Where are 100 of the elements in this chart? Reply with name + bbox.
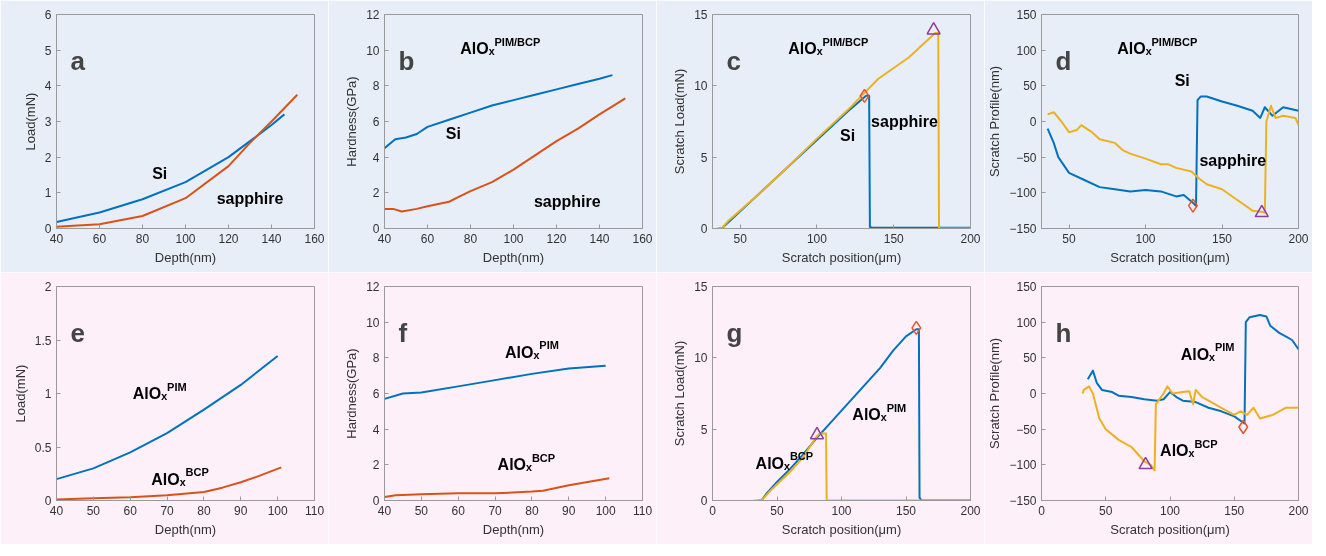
x-tick-label: 80 <box>463 231 478 246</box>
text: d <box>1055 45 1072 76</box>
y-axis-title: Load(mN) <box>22 92 38 151</box>
x-tick-label: 100 <box>175 231 196 246</box>
y-tick-label: 10 <box>694 351 708 366</box>
x-tick-label: 50 <box>1062 231 1077 246</box>
x-tick-label: 150 <box>883 231 905 246</box>
x-tick-label: 50 <box>1099 503 1113 518</box>
y-axis-title: Hardness(GPa) <box>344 348 360 439</box>
y-tick-label: 150 <box>1016 280 1037 294</box>
x-tick-label: 100 <box>1135 231 1156 246</box>
text: c <box>726 45 741 76</box>
x-tick-label: 70 <box>488 503 503 518</box>
x-tick-label: 200 <box>1288 231 1309 246</box>
series-label: Si <box>840 127 856 145</box>
y-tick-label: 8 <box>372 79 380 94</box>
series-label: sapphire <box>871 113 938 130</box>
x-axis-title: Scratch position(μm) <box>1110 521 1230 537</box>
y-tick-label: 0 <box>372 494 380 508</box>
x-tick-label: 90 <box>234 503 248 518</box>
x-tick-label: 80 <box>135 231 150 246</box>
y-tick-label: 2 <box>372 186 380 201</box>
y-tick-label: 0 <box>44 494 52 508</box>
x-tick-label: 80 <box>197 503 211 518</box>
x-tick-label: 100 <box>831 503 852 518</box>
x-tick-label: 60 <box>420 231 435 246</box>
y-tick-label: 1.5 <box>34 333 52 348</box>
y-tick-label: 6 <box>44 8 52 22</box>
y-tick-label: 50 <box>1023 351 1037 366</box>
y-tick-label: 10 <box>694 79 708 94</box>
x-tick-label: 100 <box>267 503 288 518</box>
y-tick-label: 4 <box>44 79 52 94</box>
y-tick-label: −150 <box>1009 494 1037 508</box>
x-tick-label: 120 <box>218 231 239 246</box>
y-axis-title: Scratch Profile(nm) <box>987 65 1003 178</box>
y-tick-label: 0 <box>1029 115 1037 129</box>
y-tick-label: −50 <box>1016 422 1037 437</box>
x-axis-title: Depth(nm) <box>482 521 545 537</box>
y-tick-label: 1 <box>44 186 52 201</box>
text: h <box>1055 317 1072 348</box>
y-tick-label: 5 <box>700 150 708 165</box>
y-tick-label: 150 <box>1016 8 1037 22</box>
y-tick-label: 4 <box>372 150 380 165</box>
y-tick-label: 0 <box>1029 387 1037 401</box>
y-tick-label: 10 <box>366 43 380 58</box>
series-label: Si <box>152 164 168 182</box>
y-tick-label: 2 <box>44 280 52 294</box>
x-axis-title: Scratch position(μm) <box>1110 249 1230 265</box>
y-tick-label: 100 <box>1016 43 1037 58</box>
x-tick-label: 160 <box>304 231 325 246</box>
x-tick-label: 70 <box>160 503 175 518</box>
y-tick-label: 4 <box>372 422 380 437</box>
text: e <box>70 317 85 348</box>
y-tick-label: 0.5 <box>34 440 52 455</box>
x-tick-label: 50 <box>414 503 429 518</box>
x-tick-label: 100 <box>595 503 616 518</box>
x-axis-title: Scratch position(μm) <box>781 521 902 537</box>
y-tick-label: 100 <box>1016 315 1037 330</box>
y-tick-label: 0 <box>700 494 708 508</box>
y-axis-title: Hardness(GPa) <box>344 76 360 167</box>
y-tick-label: 15 <box>694 8 708 22</box>
y-axis-title: Scratch Profile(nm) <box>987 337 1003 450</box>
y-axis-title: Scratch Load(mN) <box>672 68 688 175</box>
y-tick-label: 5 <box>700 422 708 437</box>
x-tick-label: 160 <box>632 231 653 246</box>
x-tick-label: 150 <box>895 503 917 518</box>
x-tick-label: 50 <box>86 503 101 518</box>
y-tick-label: 10 <box>366 315 380 330</box>
y-tick-label: −100 <box>1009 186 1037 201</box>
y-tick-label: 12 <box>366 280 380 294</box>
x-tick-label: 110 <box>632 503 653 518</box>
y-axis-title: Scratch Load(mN) <box>672 340 688 447</box>
text: a <box>70 45 86 76</box>
x-tick-label: 60 <box>123 503 138 518</box>
x-tick-label: 150 <box>1224 503 1245 518</box>
series-label: Si <box>445 125 461 143</box>
y-tick-label: 50 <box>1023 79 1037 94</box>
x-tick-label: 100 <box>503 231 524 246</box>
x-axis-title: Depth(nm) <box>154 249 217 265</box>
y-tick-label: 15 <box>694 280 708 294</box>
x-tick-label: 50 <box>770 503 784 518</box>
x-tick-label: 100 <box>1159 503 1181 518</box>
y-tick-label: 5 <box>44 43 52 58</box>
x-tick-label: 90 <box>562 503 576 518</box>
x-tick-label: 150 <box>1212 231 1233 246</box>
x-tick-label: 100 <box>806 231 828 246</box>
text: b <box>398 45 415 76</box>
x-tick-label: 60 <box>451 503 466 518</box>
series-label: sapphire <box>533 193 601 211</box>
x-tick-label: 120 <box>546 231 567 246</box>
text: g <box>726 317 743 348</box>
x-tick-label: 200 <box>960 231 981 246</box>
x-tick-label: 50 <box>733 231 748 246</box>
x-tick-label: 110 <box>304 503 325 518</box>
x-tick-label: 200 <box>1288 503 1309 518</box>
y-tick-label: 0 <box>372 222 380 236</box>
y-tick-label: 3 <box>44 115 52 129</box>
y-tick-label: 2 <box>44 150 52 165</box>
y-tick-label: 6 <box>372 387 380 401</box>
y-tick-label: 1 <box>44 387 52 401</box>
